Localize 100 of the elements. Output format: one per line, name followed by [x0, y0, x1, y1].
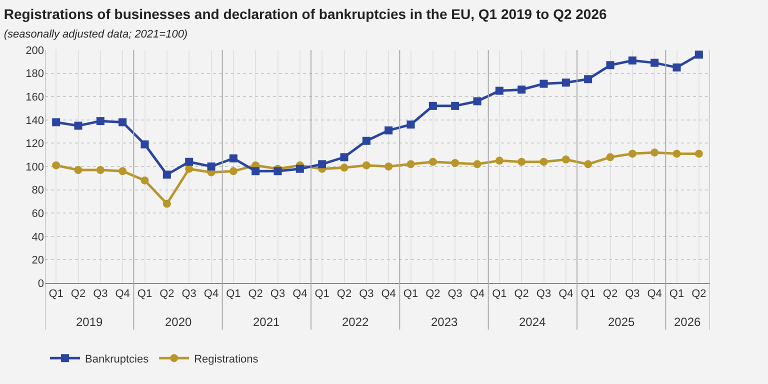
- x-tick-label: Q2: [426, 288, 440, 300]
- x-tick-label: Q2: [70, 288, 86, 300]
- point: [384, 126, 393, 134]
- point: [185, 158, 194, 166]
- point: [406, 160, 415, 168]
- point: [672, 150, 681, 158]
- point: [118, 118, 127, 126]
- point: [473, 160, 482, 168]
- x-tick-label: Q4: [115, 288, 130, 300]
- legend-label: Registrations: [194, 353, 259, 366]
- point: [162, 200, 171, 208]
- point: [628, 56, 636, 64]
- y-tick-label: 60: [32, 208, 44, 220]
- point: [74, 166, 82, 174]
- x-tick-label: Q2: [336, 288, 352, 300]
- point: [318, 160, 326, 168]
- point: [650, 148, 659, 157]
- point: [140, 140, 149, 148]
- x-tick-label: Q3: [359, 288, 374, 300]
- legend-label: Bankruptcies: [85, 353, 150, 366]
- point: [495, 156, 504, 165]
- point: [650, 58, 659, 67]
- x-tick-label: Q4: [647, 288, 662, 300]
- x-tick-label: Q1: [314, 288, 330, 300]
- point: [296, 164, 304, 173]
- point: [362, 161, 370, 170]
- point: [584, 75, 592, 84]
- x-tick-label: Q3: [270, 288, 286, 300]
- x-tick-label: Q4: [292, 288, 308, 300]
- point: [207, 162, 216, 170]
- point: [74, 122, 82, 130]
- x-tick-label: Q4: [558, 288, 574, 300]
- x-tick-label: Q3: [448, 288, 462, 300]
- point: [229, 154, 238, 162]
- y-tick-label: 160: [26, 91, 44, 104]
- point: [118, 167, 127, 176]
- text: 2024: [519, 315, 546, 329]
- point: [562, 156, 570, 164]
- x-tick-label: Q1: [580, 288, 596, 300]
- point: [473, 97, 482, 106]
- point: [518, 86, 526, 94]
- point: [140, 176, 149, 184]
- chart-subtitle: (seasonally adjusted data; 2021=100): [4, 28, 188, 40]
- y-tick-label: 20: [32, 254, 44, 267]
- point: [274, 167, 282, 176]
- point: [672, 63, 681, 72]
- text: 2026: [674, 315, 702, 329]
- point: [540, 80, 548, 88]
- y-tick-label: 100: [26, 161, 44, 174]
- point: [428, 102, 437, 110]
- point: [628, 150, 636, 158]
- point: [384, 162, 393, 170]
- point: [495, 86, 504, 95]
- x-tick-label: Q3: [182, 288, 196, 300]
- point: [694, 150, 703, 158]
- x-tick-label: Q1: [226, 288, 241, 300]
- point: [340, 153, 348, 162]
- x-tick-label: Q1: [492, 288, 507, 300]
- text: 2020: [165, 315, 192, 329]
- x-tick-label: Q4: [204, 288, 219, 300]
- y-tick-label: 140: [26, 114, 44, 127]
- point: [96, 117, 104, 126]
- point: [694, 50, 703, 59]
- point: [606, 61, 614, 70]
- point: [451, 102, 460, 110]
- point: [518, 158, 526, 166]
- x-tick-label: Q4: [470, 288, 485, 300]
- point: [362, 136, 370, 145]
- x-tick-label: Q1: [669, 288, 684, 300]
- point: [96, 166, 104, 174]
- point: [406, 120, 415, 129]
- x-tick-label: Q3: [536, 288, 552, 300]
- x-tick-label: Q3: [93, 288, 108, 300]
- x-tick-label: Q2: [160, 288, 174, 300]
- x-tick-label: Q2: [514, 288, 529, 300]
- x-tick-label: Q3: [625, 288, 640, 300]
- point: [52, 118, 60, 126]
- x-tick-label: Q2: [602, 288, 618, 300]
- point: [185, 164, 194, 173]
- x-tick-label: Q1: [48, 288, 64, 300]
- x-tick-label: Q2: [248, 288, 263, 300]
- point: [252, 167, 260, 176]
- point: [229, 167, 238, 176]
- y-tick-label: 0: [38, 278, 44, 290]
- x-tick-label: Q4: [381, 288, 396, 300]
- y-tick-label: 200: [26, 44, 44, 57]
- x-tick-label: Q1: [137, 288, 152, 300]
- x-tick-label: Q2: [692, 288, 706, 300]
- point: [428, 158, 437, 166]
- point: [540, 158, 548, 166]
- point: [340, 164, 348, 172]
- point: [606, 153, 614, 162]
- y-tick-label: 180: [26, 68, 44, 80]
- text: 2025: [608, 315, 636, 329]
- y-tick-label: 120: [26, 138, 44, 150]
- chart-title: Registrations of businesses and declaration of bankruptcies in the EU, Q1 2019 to Q2 2026: [4, 6, 608, 22]
- text: 2021: [253, 315, 280, 329]
- y-tick-label: 80: [32, 184, 44, 197]
- text: 2022: [342, 315, 370, 329]
- point: [52, 161, 60, 170]
